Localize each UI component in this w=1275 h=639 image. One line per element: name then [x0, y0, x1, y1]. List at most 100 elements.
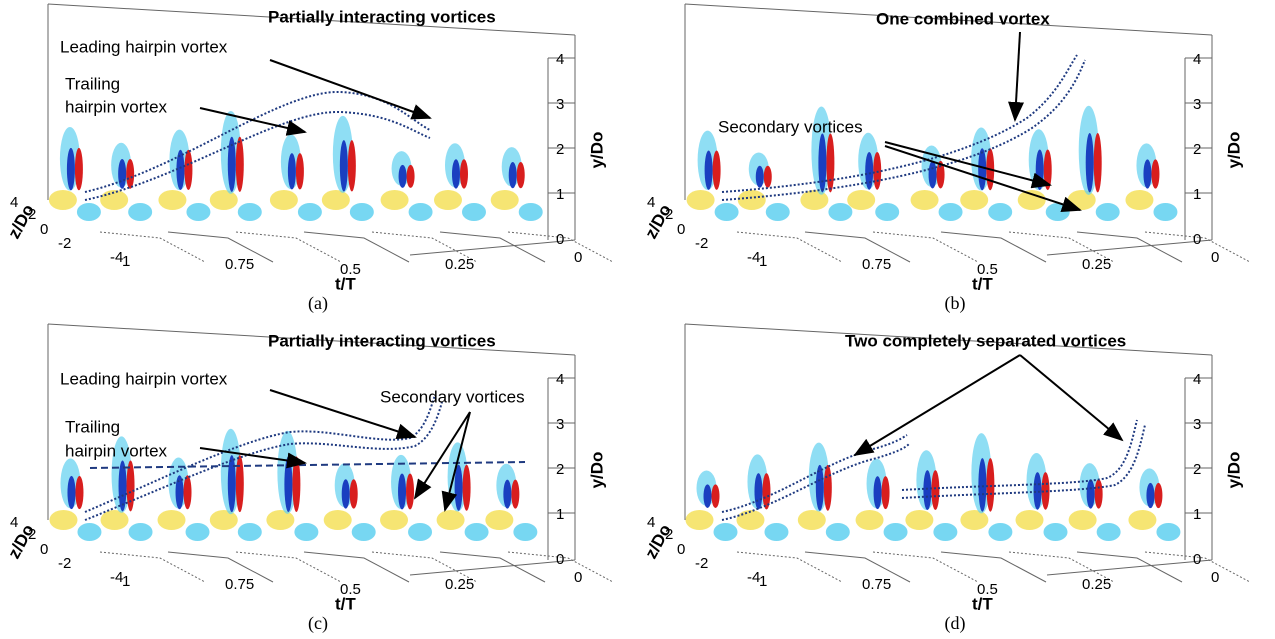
- vortex-blob: [714, 203, 739, 221]
- t-tick-label: 0.75: [225, 256, 254, 273]
- vortex-blob: [66, 147, 75, 191]
- vortex-blob: [485, 510, 514, 530]
- vortex-outline: [901, 419, 1138, 491]
- vortex-blob: [269, 190, 298, 210]
- vortex-blob: [511, 479, 520, 509]
- t-axis-label: t/T: [972, 594, 993, 613]
- vortex-blob: [176, 149, 185, 191]
- vortex-blob: [341, 479, 350, 509]
- vortex-blob: [737, 190, 766, 210]
- floor-line: [99, 231, 206, 263]
- vortex-blob: [75, 475, 84, 510]
- vortex-blob: [461, 203, 486, 221]
- arrow: [269, 389, 417, 440]
- t-axis-label: t/T: [972, 274, 993, 293]
- z-tick-label: 4: [647, 514, 655, 531]
- vortex-blob: [1146, 482, 1155, 509]
- vortex-blob: [1033, 472, 1042, 510]
- vortex-blob: [459, 159, 468, 189]
- vortex-outline: [84, 90, 431, 193]
- t-tick-label: 1: [759, 573, 767, 590]
- panel-title: One combined vortex: [876, 9, 1050, 28]
- z-tick-label: -2: [58, 555, 71, 572]
- floor-line: [99, 551, 206, 583]
- t-tick-label: 0.75: [862, 256, 891, 273]
- vortex-blob: [380, 510, 409, 530]
- floor-line: [507, 231, 614, 263]
- y-tick-label: 2: [556, 461, 564, 478]
- floor-line: [1144, 551, 1251, 583]
- vortex-blob: [883, 523, 908, 541]
- axis-frame: [1046, 559, 1213, 576]
- y-tick-label: 0: [1193, 551, 1201, 568]
- z-tick-label: 0: [677, 221, 685, 238]
- axis-frame: [684, 323, 1213, 356]
- y-tick-label: 4: [1193, 371, 1201, 388]
- vortex-blob: [436, 510, 465, 530]
- vortex-blob: [754, 473, 763, 510]
- vortex-blob: [185, 523, 210, 541]
- vortex-blob: [765, 203, 790, 221]
- vortex-blob: [237, 203, 262, 221]
- vortex-blob: [873, 151, 882, 190]
- vortex-outline: [901, 424, 1146, 499]
- y-tick-label: 3: [1193, 416, 1201, 433]
- floor-line: [940, 551, 1047, 583]
- vortex-blob: [762, 473, 771, 510]
- vortex-blob: [823, 464, 832, 511]
- y-tick-label: 1: [1193, 186, 1201, 203]
- floor-line: [235, 551, 342, 583]
- floor-line: [736, 231, 843, 263]
- vortex-blob: [1043, 523, 1068, 541]
- arrow: [1008, 31, 1025, 122]
- arrow: [199, 447, 307, 469]
- floor-line: [804, 231, 911, 263]
- vortex-blob: [873, 476, 882, 510]
- floor-line: [371, 551, 478, 583]
- vortex-blob: [704, 150, 713, 190]
- y-tick-label: 2: [1193, 461, 1201, 478]
- arrow: [1019, 354, 1124, 442]
- vortex-blob: [77, 523, 102, 541]
- vortex-blob: [1096, 523, 1121, 541]
- vortex-blob: [764, 523, 789, 541]
- z-tick-label: -4: [747, 249, 760, 266]
- floor-line: [1008, 231, 1115, 263]
- vortex-blob: [184, 149, 193, 191]
- t-tick-label: 0.5: [977, 261, 998, 278]
- z-tick-label: -2: [695, 235, 708, 252]
- vortex-blob: [986, 458, 995, 512]
- y-tick-label: 1: [1193, 506, 1201, 523]
- vortex-blob: [321, 190, 350, 210]
- y-tick-label: 0: [556, 231, 564, 248]
- vortex-blob: [380, 190, 409, 210]
- vortex-blob: [157, 510, 186, 530]
- vortex-blob: [1153, 203, 1178, 221]
- t-tick-label: 0.5: [340, 261, 361, 278]
- y-tick-label: 1: [556, 186, 564, 203]
- z-tick-label: -2: [695, 555, 708, 572]
- vortex-blob: [960, 190, 989, 210]
- arrow: [413, 411, 471, 500]
- z-tick-label: -4: [110, 569, 123, 586]
- vortex-blob: [923, 470, 932, 510]
- vortex-blob: [158, 190, 187, 210]
- floor-line: [507, 551, 614, 583]
- axis-frame: [548, 57, 575, 194]
- arrow: [199, 107, 307, 136]
- y-tick-label: 3: [1193, 96, 1201, 113]
- t-tick-label: 0.5: [340, 581, 361, 598]
- vortex-blob: [237, 523, 262, 541]
- vortex-blob: [797, 510, 826, 530]
- z-tick-label: 0: [40, 221, 48, 238]
- floor-line: [736, 551, 843, 583]
- vortex-blob: [126, 158, 135, 189]
- vortex-blob: [227, 455, 236, 513]
- vortex-outline: [84, 401, 443, 521]
- vortex-blob: [451, 159, 460, 189]
- axis-frame: [409, 239, 576, 256]
- vortex-blob: [1156, 523, 1181, 541]
- axis-frame: [47, 3, 576, 36]
